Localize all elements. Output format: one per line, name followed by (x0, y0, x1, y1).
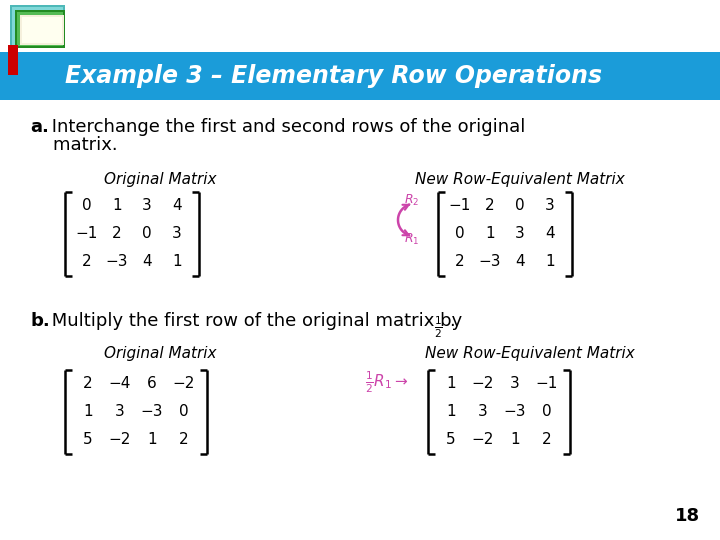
Text: 6: 6 (147, 376, 157, 392)
Text: Original Matrix: Original Matrix (104, 172, 216, 187)
Text: 0: 0 (179, 404, 189, 420)
Text: 1: 1 (545, 254, 555, 269)
Text: 5: 5 (84, 433, 93, 448)
Text: −3: −3 (504, 404, 526, 420)
Text: 2: 2 (455, 254, 465, 269)
Text: 2: 2 (84, 376, 93, 392)
Text: 3: 3 (115, 404, 125, 420)
Text: 3: 3 (545, 199, 555, 213)
Text: New Row-Equivalent Matrix: New Row-Equivalent Matrix (425, 346, 635, 361)
Text: Example 3 – Elementary Row Operations: Example 3 – Elementary Row Operations (65, 64, 602, 88)
Text: −1: −1 (536, 376, 558, 392)
Text: −3: −3 (106, 254, 128, 269)
Text: 3: 3 (510, 376, 520, 392)
FancyBboxPatch shape (8, 45, 18, 75)
Text: −3: −3 (479, 254, 501, 269)
Text: −2: −2 (109, 433, 131, 448)
Bar (0, 52, 720, 100)
Text: 5: 5 (446, 433, 456, 448)
Text: $\frac{1}{2}R_1\rightarrow$: $\frac{1}{2}R_1\rightarrow$ (365, 369, 408, 395)
Text: 1: 1 (510, 433, 520, 448)
Text: 1: 1 (147, 433, 157, 448)
Bar (17, 12, 63, 46)
Bar (22, 17, 62, 43)
Text: 0: 0 (142, 226, 152, 241)
Text: 1: 1 (84, 404, 93, 420)
Text: matrix.: matrix. (30, 136, 117, 154)
Text: $\frac{1}{2}$: $\frac{1}{2}$ (434, 314, 443, 340)
Text: $R_1$: $R_1$ (404, 232, 420, 247)
Text: New Row-Equivalent Matrix: New Row-Equivalent Matrix (415, 172, 625, 187)
Text: 1: 1 (446, 376, 456, 392)
Bar (12, 7, 63, 45)
Bar (15, 10, 65, 48)
Text: Interchange the first and second rows of the original: Interchange the first and second rows of… (46, 118, 526, 136)
Text: 0: 0 (455, 226, 465, 241)
Text: 2: 2 (112, 226, 122, 241)
Text: 1: 1 (446, 404, 456, 420)
Text: 3: 3 (142, 199, 152, 213)
Text: 4: 4 (545, 226, 555, 241)
Text: 1: 1 (172, 254, 182, 269)
Text: 1: 1 (112, 199, 122, 213)
Text: 1: 1 (485, 226, 495, 241)
Text: 3: 3 (478, 404, 488, 420)
Text: 3: 3 (515, 226, 525, 241)
Text: −1: −1 (449, 199, 471, 213)
Text: 0: 0 (82, 199, 92, 213)
Text: 3: 3 (172, 226, 182, 241)
Text: b.: b. (30, 312, 50, 330)
Text: 4: 4 (142, 254, 152, 269)
Text: a.: a. (30, 118, 49, 136)
Text: 2: 2 (179, 433, 189, 448)
Text: −2: −2 (173, 376, 195, 392)
Text: Multiply the first row of the original matrix by: Multiply the first row of the original m… (46, 312, 468, 330)
Text: 4: 4 (516, 254, 525, 269)
Text: 4: 4 (172, 199, 182, 213)
Text: −1: −1 (76, 226, 98, 241)
Text: $R_2$: $R_2$ (404, 193, 419, 208)
Text: 0: 0 (542, 404, 552, 420)
Text: 2: 2 (542, 433, 552, 448)
Text: .: . (449, 312, 455, 330)
Text: 0: 0 (516, 199, 525, 213)
Text: −4: −4 (109, 376, 131, 392)
Bar (10, 5, 65, 47)
Text: −3: −3 (140, 404, 163, 420)
Text: Original Matrix: Original Matrix (104, 346, 216, 361)
Text: −2: −2 (472, 376, 494, 392)
Text: 18: 18 (675, 507, 700, 525)
Bar (20, 15, 64, 45)
Text: 2: 2 (82, 254, 92, 269)
Text: −2: −2 (472, 433, 494, 448)
Text: 2: 2 (485, 199, 495, 213)
